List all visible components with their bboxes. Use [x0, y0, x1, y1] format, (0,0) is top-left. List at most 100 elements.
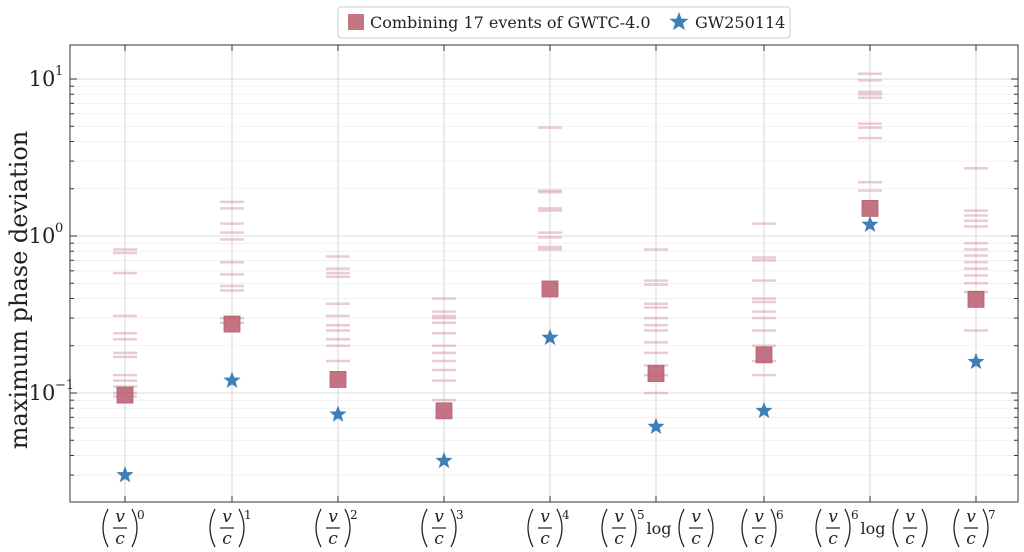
fraction-denominator: c	[222, 529, 232, 549]
fraction-numerator: v	[905, 507, 915, 527]
gw250114-star-marker	[541, 328, 559, 345]
x-tick-label: vc3	[421, 507, 464, 549]
fraction-numerator: v	[115, 507, 125, 527]
x-tick-exponent: 6	[776, 508, 784, 522]
fraction-numerator: v	[434, 507, 444, 527]
y-tick-label-exponent: 0	[55, 221, 63, 236]
left-paren	[209, 508, 216, 548]
fraction-denominator: c	[434, 529, 444, 549]
left-paren	[741, 508, 748, 548]
legend-label-gw250114: GW250114	[695, 13, 785, 32]
x-tick-exponent: 2	[350, 508, 358, 522]
fraction-denominator: c	[614, 529, 624, 549]
right-paren	[770, 508, 777, 548]
right-paren	[982, 508, 989, 548]
x-tick-exponent: 4	[562, 508, 570, 522]
markers-layer	[116, 199, 985, 483]
fraction-numerator: v	[222, 507, 232, 527]
right-paren	[630, 508, 637, 548]
combined-square-marker	[329, 371, 347, 388]
right-paren	[556, 508, 563, 548]
fraction-numerator: v	[966, 507, 976, 527]
right-paren	[131, 508, 138, 548]
y-tick-label: 10 −1	[29, 378, 75, 405]
fraction-denominator: c	[905, 529, 915, 549]
x-tick-exponent: 7	[988, 508, 996, 522]
fraction-denominator: c	[828, 529, 838, 549]
x-tick-label: vc7	[953, 507, 996, 549]
combined-square-marker	[861, 199, 879, 217]
gw250114-star-marker	[223, 371, 241, 388]
x-tick-exponent: 6	[851, 508, 859, 522]
x-tick-exponent: 3	[456, 508, 464, 522]
fraction-numerator: v	[691, 507, 701, 527]
left-paren	[601, 508, 608, 548]
combined-square-marker	[541, 280, 559, 298]
legend-label-combined: Combining 17 events of GWTC-4.0	[370, 13, 651, 32]
fraction-numerator: v	[754, 507, 764, 527]
combined-square-marker	[647, 365, 665, 382]
fraction-denominator: c	[966, 529, 976, 549]
gw250114-star-marker	[116, 466, 134, 483]
legend: Combining 17 events of GWTC-4.0 GW250114	[337, 6, 791, 39]
combined-square-marker	[435, 402, 453, 420]
left-paren	[527, 508, 534, 548]
fraction-numerator: v	[328, 507, 338, 527]
x-tick-exponent: 1	[244, 508, 252, 522]
fraction-denominator: c	[754, 529, 764, 549]
fraction-numerator: v	[828, 507, 838, 527]
y-tick-label: 10 0	[29, 221, 64, 248]
y-tick-label-base: 10	[29, 224, 56, 248]
legend-box	[337, 6, 791, 39]
y-tick-label-base: 10	[29, 67, 56, 91]
y-tick-label-exponent: 1	[55, 64, 63, 79]
x-tick-log: log	[647, 519, 672, 538]
plot-frame	[69, 44, 1019, 503]
left-paren	[421, 508, 428, 548]
fraction-denominator: c	[115, 529, 125, 549]
right-paren	[707, 508, 714, 548]
combined-square-marker	[116, 386, 134, 404]
gw250114-star-marker	[435, 451, 453, 469]
gw250114-star-marker	[647, 417, 665, 434]
legend-star-swatch	[669, 12, 689, 31]
left-paren	[892, 508, 899, 548]
gw250114-star-marker	[861, 215, 879, 232]
x-tick-label: vc4	[527, 507, 570, 549]
x-tick-label: vc0	[102, 507, 145, 549]
left-paren	[678, 508, 685, 548]
x-tick-label: vc1	[209, 507, 252, 549]
x-tick-log: log	[861, 519, 886, 538]
x-tick-exponent: 5	[637, 508, 645, 522]
right-paren	[921, 508, 928, 548]
right-paren	[450, 508, 457, 548]
x-tick-exponent: 0	[137, 508, 145, 522]
left-paren	[315, 508, 322, 548]
left-paren	[102, 508, 109, 548]
left-paren	[953, 508, 960, 548]
x-tick-label: vc2	[315, 507, 358, 549]
fraction-denominator: c	[691, 529, 701, 549]
combined-square-marker	[223, 315, 241, 333]
gw250114-star-marker	[755, 401, 773, 419]
y-tick-label-exponent: −1	[55, 378, 74, 393]
y-tick-label: 10 1	[29, 64, 64, 91]
y-axis-label: maximum phase deviation	[5, 131, 33, 450]
combined-square-marker	[967, 290, 985, 308]
y-tick-label-base: 10	[29, 381, 56, 405]
gridlines	[70, 45, 1018, 502]
legend-square-swatch	[348, 14, 364, 30]
right-paren	[344, 508, 351, 548]
right-paren	[238, 508, 245, 548]
gw250114-star-marker	[967, 352, 985, 370]
combined-square-marker	[755, 346, 773, 364]
fraction-denominator: c	[328, 529, 338, 549]
fraction-numerator: v	[540, 507, 550, 527]
right-paren	[844, 508, 851, 548]
fraction-denominator: c	[540, 529, 550, 549]
